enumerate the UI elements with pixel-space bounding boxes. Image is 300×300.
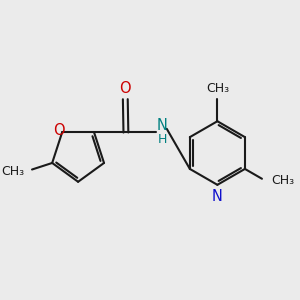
Text: O: O xyxy=(52,124,64,139)
Text: N: N xyxy=(212,189,223,204)
Text: N: N xyxy=(157,118,168,133)
Text: CH₃: CH₃ xyxy=(206,82,229,95)
Text: H: H xyxy=(158,133,167,146)
Text: CH₃: CH₃ xyxy=(1,164,25,178)
Text: O: O xyxy=(119,81,131,96)
Text: CH₃: CH₃ xyxy=(272,174,295,187)
